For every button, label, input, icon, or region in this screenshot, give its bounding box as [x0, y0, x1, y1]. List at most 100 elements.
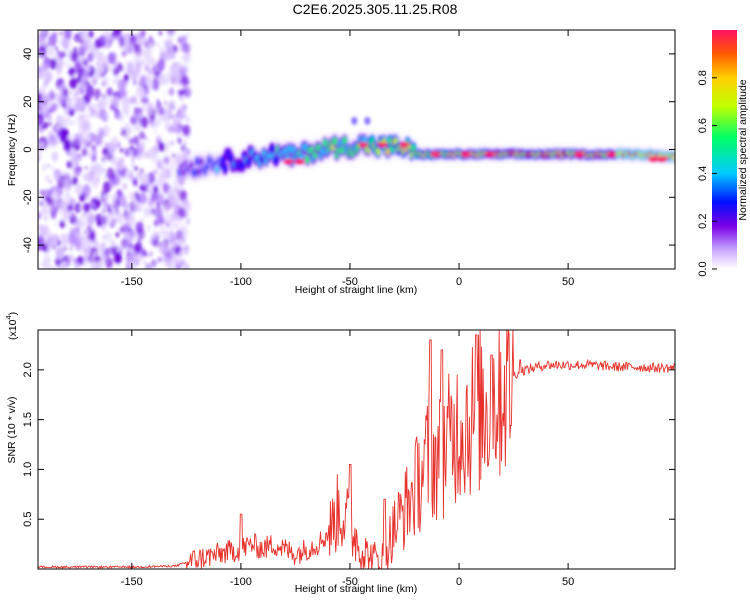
ridge-outlier-blob [364, 116, 371, 125]
noise-blob [48, 116, 52, 121]
noise-blob [110, 248, 113, 253]
noise-blob [169, 50, 176, 59]
noise-blob [38, 103, 42, 114]
noise-blob [72, 78, 78, 85]
noise-blob [136, 227, 146, 240]
noise-blob [167, 245, 172, 252]
noise-blob [155, 193, 165, 206]
noise-blob [118, 30, 122, 33]
noise-blob [88, 239, 94, 247]
spectrogram-ytick-label: -40 [22, 237, 34, 253]
noise-blob [177, 36, 183, 44]
noise-blob [163, 155, 166, 158]
noise-blob [166, 223, 170, 228]
noise-blob [77, 217, 85, 229]
noise-blob [63, 138, 72, 151]
noise-blob [51, 167, 55, 171]
noise-blob [113, 67, 120, 77]
noise-blob [115, 158, 125, 171]
noise-blob [83, 260, 88, 268]
noise-blob [110, 239, 116, 248]
noise-blob [147, 172, 156, 184]
noise-blob [161, 38, 164, 41]
noise-blob [123, 222, 126, 226]
noise-blob [47, 46, 55, 57]
noise-blob [119, 249, 123, 254]
noise-blob [71, 212, 76, 219]
noise-blob [46, 91, 55, 103]
spectrogram-ridge [176, 116, 675, 179]
noise-blob [71, 64, 74, 68]
noise-blob [41, 104, 49, 114]
noise-blob [101, 59, 107, 68]
noise-blob [164, 121, 172, 132]
noise-blob [105, 257, 113, 269]
noise-blob [185, 201, 192, 211]
noise-blob [185, 148, 191, 156]
noise-blob [55, 246, 65, 260]
noise-blob [159, 134, 162, 139]
noise-blob [56, 70, 61, 78]
ridge-core-blob [672, 155, 675, 161]
noise-blob [115, 231, 120, 238]
ridge-outlier-blob [351, 116, 358, 125]
noise-blob [168, 195, 178, 208]
noise-blob [59, 127, 69, 140]
noise-blob [158, 30, 163, 36]
noise-blob [136, 153, 139, 158]
snr-xtick-label: -50 [342, 576, 358, 588]
noise-blob [126, 63, 135, 74]
noise-blob [69, 89, 73, 95]
noise-blob [117, 78, 127, 92]
noise-blob [186, 222, 190, 227]
spectrogram-xtick-label: -100 [230, 276, 252, 288]
noise-blob [94, 164, 104, 177]
noise-blob [169, 233, 178, 247]
noise-blob [139, 192, 147, 205]
noise-blob [73, 133, 83, 146]
noise-blob [160, 106, 168, 117]
noise-blob [148, 147, 157, 159]
noise-blob [121, 50, 127, 58]
noise-blob [49, 205, 57, 216]
noise-blob [107, 52, 116, 65]
snr-xtick-label: -150 [121, 576, 143, 588]
noise-blob [82, 184, 91, 197]
noise-blob [119, 147, 124, 153]
noise-blob [166, 107, 171, 114]
noise-blob [64, 260, 69, 267]
noise-blob [125, 168, 134, 181]
ridge-core-blob [342, 136, 347, 146]
noise-blob [103, 247, 111, 258]
noise-blob [38, 211, 42, 220]
ridge-peak-blob [377, 142, 388, 148]
noise-blob [140, 173, 150, 186]
noise-blob [133, 115, 136, 119]
noise-blob [70, 50, 79, 63]
noise-blob [38, 34, 45, 47]
ridge-core-blob [375, 147, 381, 156]
noise-blob [51, 266, 55, 269]
noise-blob [178, 207, 186, 219]
noise-blob [77, 46, 86, 57]
ridge-peak-blob [460, 151, 471, 157]
noise-blob [77, 36, 82, 43]
snr-xtick-label: -100 [230, 576, 252, 588]
noise-blob [182, 133, 185, 137]
noise-blob [87, 150, 93, 159]
noise-blob [67, 225, 70, 229]
ridge-peak-blob [358, 142, 369, 148]
noise-blob [68, 182, 72, 186]
noise-blob [163, 39, 171, 49]
noise-blob [102, 71, 106, 76]
noise-blob [172, 254, 180, 265]
noise-blob [85, 134, 92, 143]
colorbar-tick-label: 0.8 [697, 70, 709, 85]
noise-blob [84, 166, 88, 170]
noise-blob [138, 253, 144, 262]
noise-blob [96, 114, 99, 118]
noise-blob [67, 232, 77, 245]
noise-blob [129, 145, 134, 151]
noise-blob [158, 142, 166, 152]
noise-blob [47, 210, 50, 214]
